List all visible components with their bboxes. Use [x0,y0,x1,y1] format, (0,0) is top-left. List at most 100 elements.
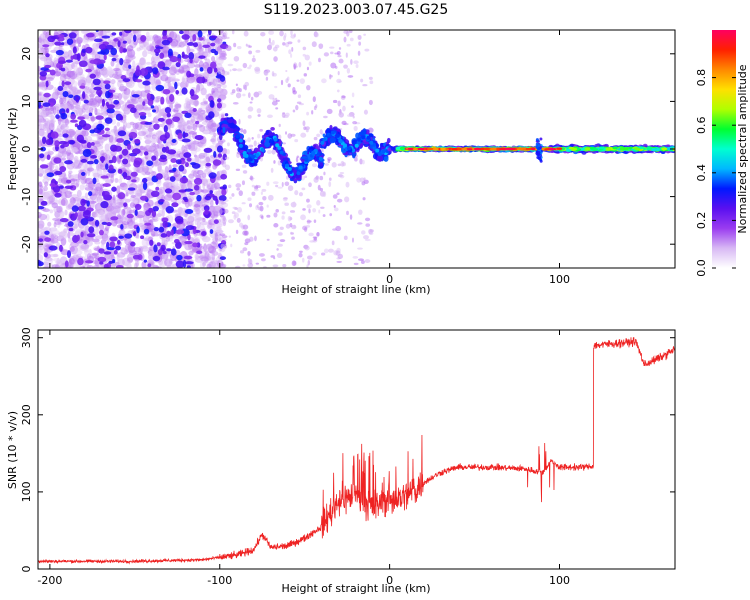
heatmap-cell [172,116,181,123]
heatmap-cell [183,132,189,138]
heatmap-cell [47,35,56,43]
heatmap-cell [119,83,125,92]
heatmap-cell [253,140,257,147]
heatmap-cell [360,78,364,83]
heatmap-cell [249,101,253,104]
heatmap-cell [355,63,359,69]
heatmap-cell [251,184,256,188]
heatmap-cell [236,217,241,223]
heatmap-cell [204,256,209,264]
heatmap-cell [265,138,270,143]
heatmap-cell [172,164,178,168]
heatmap-cell [277,243,283,247]
heatmap-cell [219,256,226,261]
heatmap-cell [68,227,74,232]
heatmap-cell [56,205,63,213]
heatmap-cell [126,213,134,219]
heatmap-cell [202,152,208,157]
heatmap-cell [172,192,182,201]
heatmap-cell [190,142,198,152]
heatmap-cell [164,106,172,114]
heatmap-cell [221,112,226,115]
heatmap-cell [140,34,147,42]
heatmap-cell [337,89,340,93]
heatmap-cell [181,87,188,95]
heatmap-cell [54,103,61,112]
heatmap-cell [181,34,190,40]
heatmap-cell [195,120,200,125]
heatmap-cell [127,143,132,150]
heatmap-cell [216,225,222,234]
heatmap-cell [328,181,332,188]
heatmap-cell [267,194,274,201]
heatmap-cell [113,67,120,72]
heatmap-cell [266,181,270,186]
heatmap-cell [318,209,321,214]
heatmap-cell [119,46,124,54]
heatmap-cell [229,69,232,72]
heatmap-cell [68,130,77,136]
heatmap-cell [68,32,77,39]
heatmap-cell [347,114,352,118]
heatmap-cell [86,264,94,268]
heatmap-cell [174,81,178,90]
heatmap-cell [332,228,338,231]
heatmap-cell [134,209,138,216]
heatmap-cell [85,46,93,54]
heatmap-cell [176,254,183,261]
heatmap-cell [57,85,64,92]
heatmap-cell [83,239,88,245]
heatmap-cell [93,158,99,165]
heatmap-cell [60,42,65,46]
heatmap-cell [275,107,279,110]
heatmap-cell [343,36,347,43]
heatmap-cell [155,99,160,103]
heatmap-cell [48,245,58,251]
heatmap-cell [268,132,273,136]
heatmap-cell [349,37,354,42]
heatmap-cell [146,160,154,167]
heatmap-cell [78,139,87,144]
heatmap-cell [187,197,193,207]
heatmap-cell [58,185,64,189]
heatmap-cell [127,187,136,191]
heatmap-cell [152,67,159,75]
heatmap-cell [109,236,118,242]
heatmap-cell [247,251,251,256]
heatmap-cell [162,35,168,40]
heatmap-cell [209,73,216,77]
heatmap-cell [217,153,223,158]
heatmap-cell [152,109,157,113]
heatmap-cell [69,257,75,265]
heatmap-cell [242,247,248,252]
heatmap-cell [97,51,107,55]
heatmap-cell [313,32,319,38]
heatmap-cell [306,84,311,91]
heatmap-cell [353,125,358,132]
heatmap-cell [361,135,366,140]
heatmap-cell [75,96,80,103]
heatmap-cell [45,191,53,197]
heatmap-cell [104,127,110,131]
heatmap-cell [230,243,233,248]
heatmap-cell [208,81,213,86]
heatmap-cell [339,171,345,175]
heatmap-cell [162,220,169,228]
heatmap-cell [265,76,269,81]
heatmap-cell [343,64,348,69]
heatmap-cell [204,195,212,201]
heatmap-cell [64,185,74,190]
heatmap-cell [76,36,83,45]
heatmap-cell [364,259,371,263]
heatmap-cell [208,172,217,179]
heatmap-cell [169,94,175,102]
heatmap-cell [350,58,353,65]
heatmap-cell [184,208,194,215]
heatmap-cell [54,41,62,46]
heatmap-cell [189,58,193,64]
heatmap-cell [292,90,297,95]
heatmap-cell [80,198,86,207]
heatmap-cell [108,164,114,171]
heatmap-cell [339,174,345,179]
heatmap-cell [285,112,290,117]
